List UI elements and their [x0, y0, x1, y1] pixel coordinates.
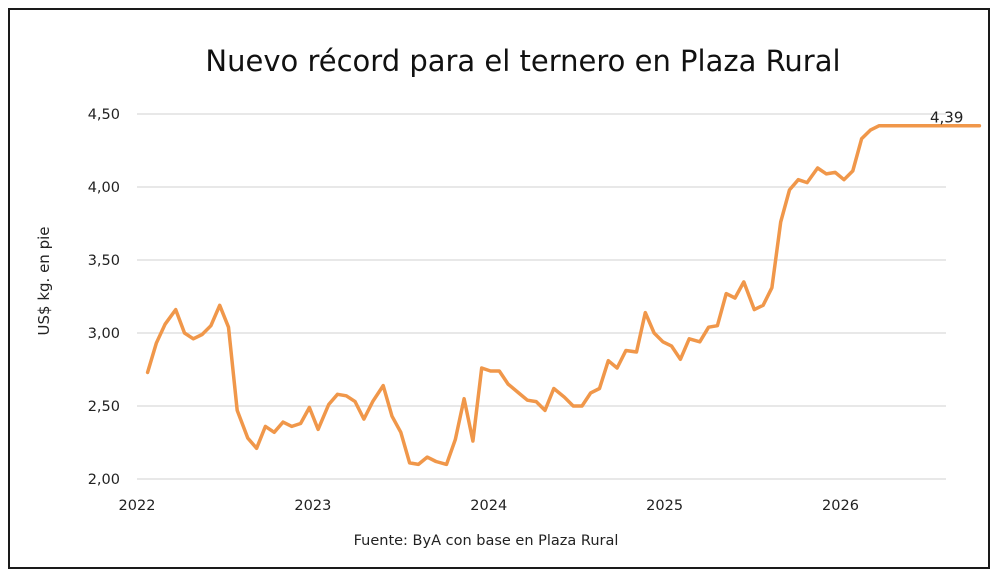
y-tick-label: 4,00	[88, 180, 120, 196]
y-axis-title: US$ kg. en pie	[35, 227, 53, 336]
y-tick-label: 3,50	[88, 253, 120, 269]
x-tick-label: 2024	[470, 498, 507, 514]
source-note: Fuente: ByA con base en Plaza Rural	[354, 533, 619, 549]
y-axis-ticks: 2,00 2,50 3,00 3,50 4,00 4,50	[88, 107, 120, 488]
chart-frame: Nuevo récord para el ternero en Plaza Ru…	[8, 8, 990, 569]
series-line	[145, 123, 982, 467]
y-tick-label: 2,00	[88, 472, 120, 488]
x-tick-label: 2026	[822, 498, 859, 514]
x-tick-label: 2022	[119, 498, 156, 514]
chart-title: Nuevo récord para el ternero en Plaza Ru…	[205, 44, 840, 78]
y-tick-label: 4,50	[88, 107, 120, 123]
gridlines	[137, 113, 946, 480]
x-tick-label: 2023	[294, 498, 331, 514]
line-chart: Nuevo récord para el ternero en Plaza Ru…	[35, 44, 982, 549]
y-tick-label: 2,50	[88, 399, 120, 415]
y-tick-label: 3,00	[88, 326, 120, 342]
data-label-last-value: 4,39	[930, 109, 963, 127]
x-axis-ticks: 2022 2023 2024 2025 2026	[119, 498, 859, 514]
x-tick-label: 2025	[646, 498, 683, 514]
